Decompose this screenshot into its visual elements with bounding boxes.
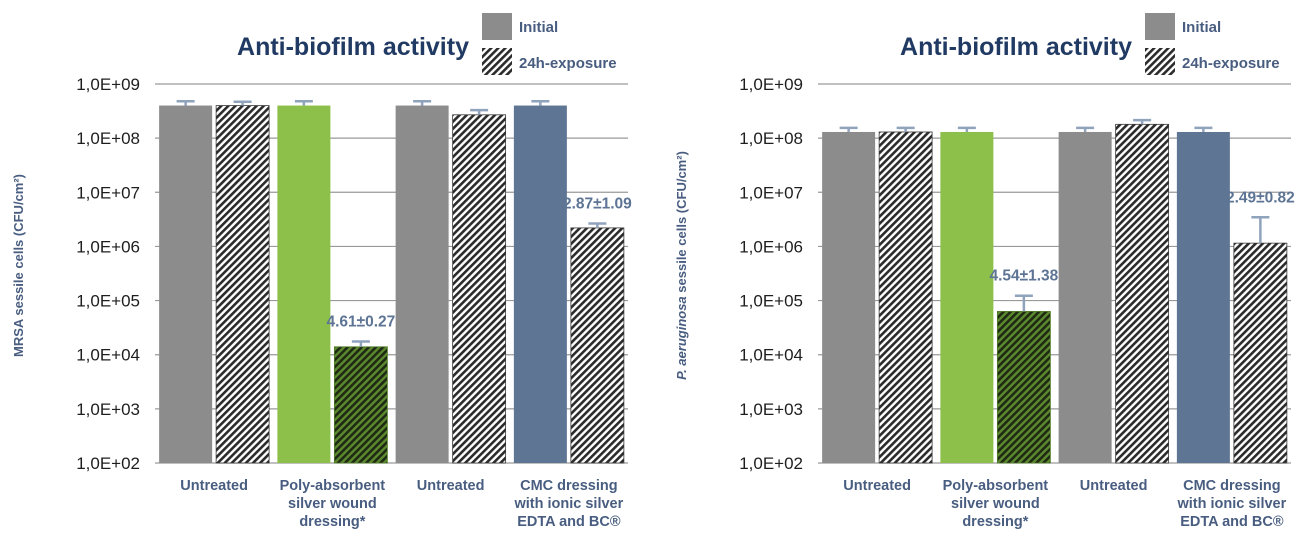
- category-label: dressing*: [299, 514, 365, 530]
- bar-initial: [513, 105, 567, 464]
- bar-24h: [333, 346, 388, 464]
- category-label: EDTA and BC®: [1180, 514, 1284, 530]
- y-tick-label: 1,0E+03: [76, 400, 140, 419]
- y-tick-label: 1,0E+09: [76, 75, 140, 94]
- y-tick-label: 1,0E+04: [739, 346, 803, 365]
- bar-initial: [822, 131, 876, 463]
- y-tick-label: 1,0E+03: [739, 400, 803, 419]
- y-tick-label: 1,0E+04: [76, 346, 140, 365]
- y-tick-label: 1,0E+08: [76, 129, 140, 148]
- annotation-label: 2.87±1.09: [563, 196, 632, 213]
- bar-24h: [1115, 123, 1170, 464]
- category-label: EDTA and BC®: [517, 514, 621, 530]
- y-axis-label: MRSA sessile cells (CFU/cm²): [11, 174, 26, 357]
- category-label: CMC dressing: [520, 478, 618, 494]
- y-tick-label: 1,0E+05: [739, 292, 803, 311]
- legend-label-initial: Initial: [1182, 19, 1221, 36]
- bar-24h: [570, 227, 625, 464]
- bar-24h: [215, 105, 270, 464]
- chart-p-aeruginosa: 1,0E+09 1,0E+08 1,0E+07 1,0E+06 1,0E+05 1,0E+…: [674, 13, 1295, 530]
- category-label: silver wound: [951, 496, 1040, 512]
- chart-title: Anti-biofilm activity: [900, 33, 1132, 61]
- bar-24h: [878, 131, 933, 464]
- bar-initial: [395, 105, 449, 464]
- annotation-label: 2.49±0.82: [1226, 189, 1295, 206]
- annotation-label: 4.54±1.38: [989, 268, 1058, 285]
- bar-24h: [452, 114, 507, 464]
- legend-swatch-initial: [1145, 13, 1175, 40]
- category-label: CMC dressing: [1183, 478, 1281, 494]
- bar-initial: [1058, 131, 1112, 463]
- legend-swatch-initial: [482, 13, 512, 40]
- legend-label-initial: Initial: [519, 19, 558, 36]
- category-label: silver wound: [288, 496, 377, 512]
- y-tick-label: 1,0E+02: [739, 454, 803, 473]
- y-axis-label: P. aeruginosa sessile cells (CFU/cm²): [674, 151, 689, 380]
- y-tick-label: 1,0E+07: [739, 183, 803, 202]
- category-label: with ionic silver: [1176, 496, 1286, 512]
- category-label: with ionic silver: [513, 496, 623, 512]
- category-label: Untreated: [843, 478, 911, 494]
- bar-24h: [996, 311, 1051, 464]
- legend-label-24h: 24h-exposure: [1182, 55, 1280, 72]
- bar-24h: [1233, 242, 1288, 464]
- category-label: Untreated: [417, 478, 485, 494]
- y-tick-label: 1,0E+06: [739, 237, 803, 256]
- y-tick-label: 1,0E+06: [76, 237, 140, 256]
- chart-title: Anti-biofilm activity: [237, 33, 469, 61]
- annotation-label: 4.61±0.27: [326, 314, 395, 331]
- category-label: Poly-absorbent: [280, 478, 386, 494]
- legend-swatch-24h: [482, 48, 512, 75]
- bar-initial: [940, 131, 994, 463]
- bar-initial: [1176, 131, 1230, 463]
- y-tick-label: 1,0E+08: [739, 129, 803, 148]
- y-tick-label: 1,0E+09: [739, 75, 803, 94]
- y-tick-label: 1,0E+02: [76, 454, 140, 473]
- category-label: Poly-absorbent: [943, 478, 1049, 494]
- category-label: Untreated: [1080, 478, 1148, 494]
- category-label: dressing*: [962, 514, 1028, 530]
- legend-swatch-24h: [1145, 48, 1175, 75]
- bar-initial: [277, 105, 331, 464]
- y-tick-label: 1,0E+05: [76, 292, 140, 311]
- category-label: Untreated: [180, 478, 248, 494]
- y-tick-label: 1,0E+07: [76, 183, 140, 202]
- chart-mrsa: 1,0E+09 1,0E+08 1,0E+07 1,0E+06 1,0E+05 1,0E+…: [11, 13, 632, 530]
- bar-initial: [159, 105, 213, 464]
- legend-label-24h: 24h-exposure: [519, 55, 617, 72]
